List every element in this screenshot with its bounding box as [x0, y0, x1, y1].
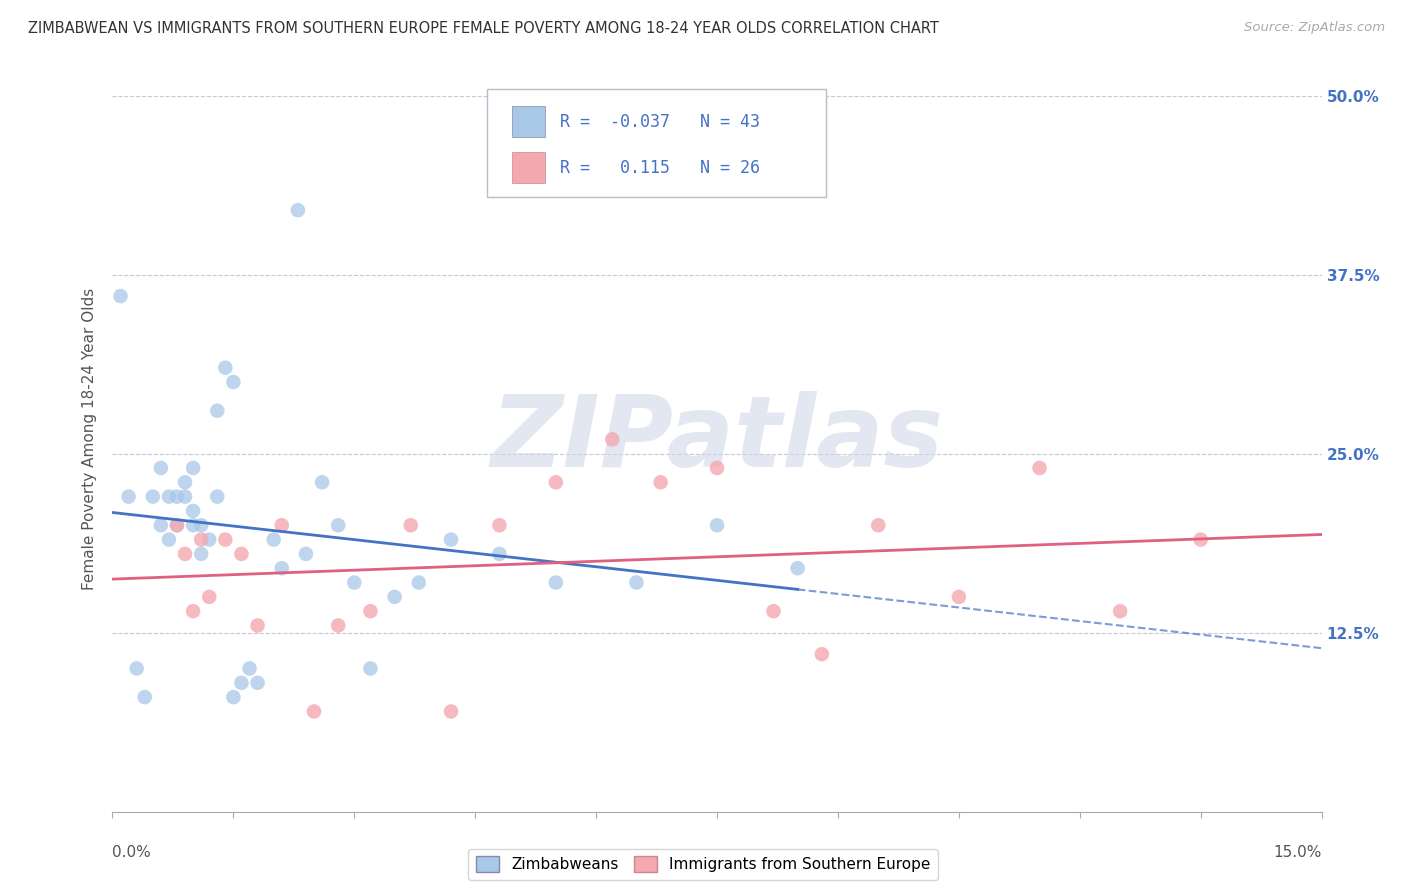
Point	[149, 518, 172, 533]
Point	[650, 475, 672, 490]
Point	[488, 547, 510, 561]
Point	[328, 518, 350, 533]
Legend: Zimbabweans, Immigrants from Southern Europe: Zimbabweans, Immigrants from Southern Eu…	[468, 848, 938, 880]
Point	[270, 518, 292, 533]
Point	[117, 490, 139, 504]
Point	[214, 533, 236, 547]
Point	[174, 475, 197, 490]
Y-axis label: Female Poverty Among 18-24 Year Olds: Female Poverty Among 18-24 Year Olds	[82, 288, 97, 591]
Point	[246, 675, 269, 690]
Point	[544, 475, 567, 490]
Point	[198, 590, 221, 604]
Point	[786, 561, 808, 575]
Point	[125, 661, 148, 675]
Point	[270, 561, 292, 575]
Text: ZIMBABWEAN VS IMMIGRANTS FROM SOUTHERN EUROPE FEMALE POVERTY AMONG 18-24 YEAR OL: ZIMBABWEAN VS IMMIGRANTS FROM SOUTHERN E…	[28, 21, 939, 37]
Point	[1189, 533, 1212, 547]
Point	[762, 604, 785, 618]
Text: 0.0%: 0.0%	[112, 846, 152, 860]
Point	[190, 533, 212, 547]
Point	[174, 547, 197, 561]
Text: Source: ZipAtlas.com: Source: ZipAtlas.com	[1244, 21, 1385, 35]
Point	[263, 533, 285, 547]
Point	[544, 575, 567, 590]
FancyBboxPatch shape	[488, 89, 825, 197]
Point	[246, 618, 269, 632]
Point	[157, 533, 180, 547]
Point	[142, 490, 165, 504]
Point	[190, 547, 212, 561]
Point	[149, 461, 172, 475]
Point	[488, 518, 510, 533]
Text: R =   0.115   N = 26: R = 0.115 N = 26	[560, 159, 759, 177]
Point	[359, 604, 381, 618]
Point	[811, 647, 834, 661]
Point	[706, 461, 728, 475]
Point	[399, 518, 422, 533]
Point	[287, 203, 309, 218]
Point	[181, 461, 204, 475]
Bar	[512, 106, 546, 137]
Point	[302, 705, 325, 719]
Point	[948, 590, 970, 604]
Point	[359, 661, 381, 675]
Point	[295, 547, 318, 561]
Point	[222, 375, 245, 389]
Point	[328, 618, 350, 632]
Point	[166, 490, 188, 504]
Text: 15.0%: 15.0%	[1274, 846, 1322, 860]
Point	[157, 490, 180, 504]
Bar	[512, 153, 546, 184]
Point	[174, 490, 197, 504]
Point	[440, 705, 463, 719]
Text: R =  -0.037   N = 43: R = -0.037 N = 43	[560, 112, 759, 130]
Point	[311, 475, 333, 490]
Point	[343, 575, 366, 590]
Point	[440, 533, 463, 547]
Point	[214, 360, 236, 375]
Point	[238, 661, 260, 675]
Point	[626, 575, 648, 590]
Point	[110, 289, 132, 303]
Point	[207, 490, 229, 504]
Point	[190, 518, 212, 533]
Point	[207, 403, 229, 417]
Point	[166, 518, 188, 533]
Point	[600, 433, 623, 447]
Point	[181, 604, 204, 618]
Point	[166, 518, 188, 533]
Point	[1109, 604, 1132, 618]
Point	[134, 690, 156, 705]
Point	[1028, 461, 1050, 475]
Text: ZIPatlas: ZIPatlas	[491, 391, 943, 488]
Point	[181, 518, 204, 533]
Point	[706, 518, 728, 533]
Point	[231, 675, 253, 690]
Point	[231, 547, 253, 561]
Point	[181, 504, 204, 518]
Point	[198, 533, 221, 547]
Point	[408, 575, 430, 590]
Point	[868, 518, 890, 533]
Point	[384, 590, 406, 604]
Point	[222, 690, 245, 705]
